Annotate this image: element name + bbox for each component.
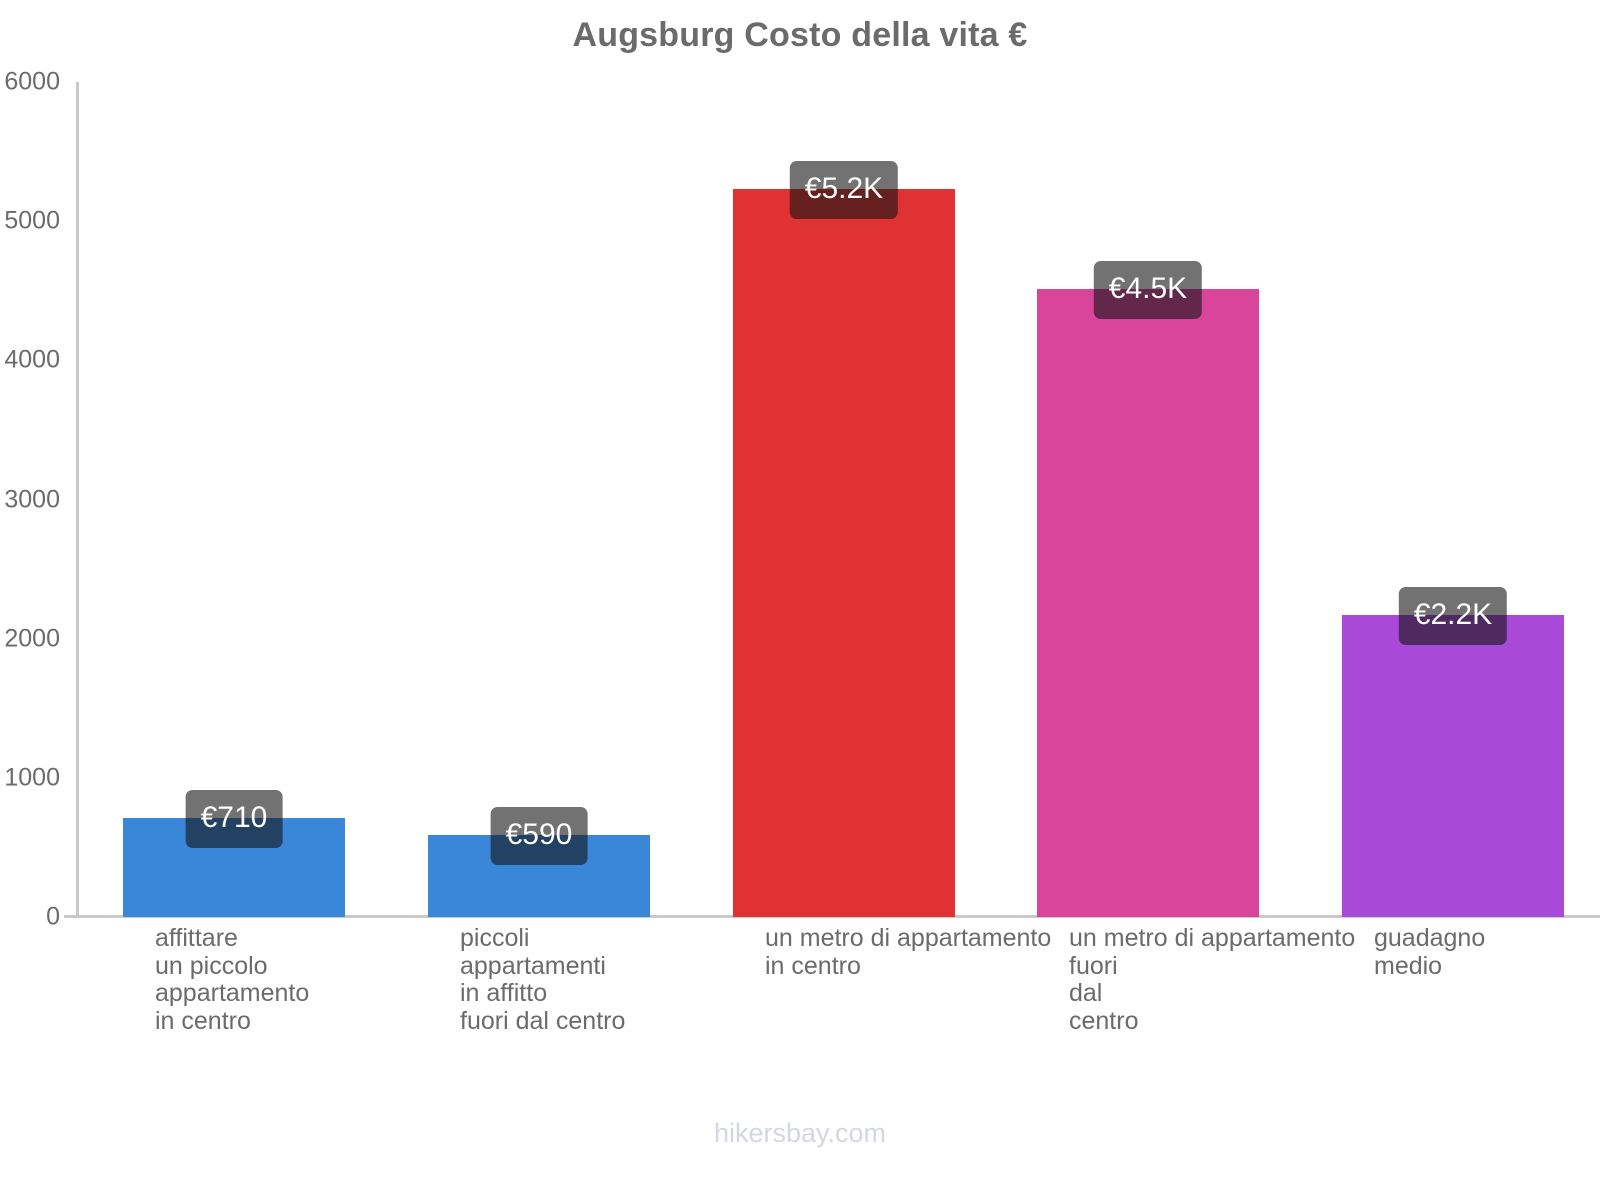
x-axis-category-label-line: un metro di appartamento — [1069, 924, 1356, 952]
y-axis-line — [76, 82, 79, 917]
bar[interactable]: €5.2K — [733, 161, 955, 917]
bar[interactable]: €710 — [123, 790, 345, 917]
y-axis-tick-label: 2000 — [4, 624, 60, 653]
x-axis-category-label-line: appartamenti — [460, 951, 606, 980]
y-axis-tick-label: 5000 — [4, 206, 60, 235]
x-axis-category-label: affittare un piccolo appartamento in centro — [155, 924, 310, 1035]
chart-title: Augsburg Costo della vita € — [572, 16, 1028, 54]
bar-value-label: €5.2K — [789, 161, 899, 220]
bar-value-label: €4.5K — [1093, 261, 1203, 320]
bar-value-label: €590 — [490, 806, 588, 865]
x-axis-category-label-line: in centro — [155, 1006, 251, 1035]
x-axis-category-label: un metro di appartamento in centro — [765, 924, 1052, 980]
y-axis-tick-label: 0 — [46, 902, 60, 931]
x-axis-category-label-line: piccoli — [460, 924, 530, 952]
bar[interactable]: €590 — [428, 806, 650, 917]
x-axis-category-label-line: affittare — [155, 924, 238, 952]
bar[interactable]: €2.2K — [1342, 587, 1564, 917]
y-axis-tick-label: 4000 — [4, 345, 60, 374]
watermark: hikersbay.com — [713, 1118, 887, 1148]
y-axis-tick-label: 6000 — [4, 67, 60, 96]
y-axis-tick-label: 3000 — [4, 485, 60, 513]
x-axis-category-label-line: un piccolo — [155, 951, 268, 980]
x-axis-category-label-line: medio — [1374, 951, 1443, 980]
x-axis-category-label-line: fuori dal centro — [460, 1006, 626, 1035]
bar[interactable]: €4.5K — [1037, 261, 1259, 917]
y-axis-tick-label: 1000 — [4, 763, 60, 792]
x-axis-category-label-line: centro — [1069, 1006, 1139, 1035]
x-axis-category-label-line: un metro di appartamento — [765, 924, 1052, 952]
plot-area: 0 1000 2000 3000 4000 5000 6000 €710 €590 €5.2K €4… — [4, 68, 1600, 931]
x-axis-category-labels: affittare un piccolo appartamento in centro… — [76, 924, 1600, 1055]
x-axis-category-label-line: dal — [1069, 979, 1103, 1007]
x-axis-category-label: guadagno medio — [1374, 924, 1486, 980]
x-axis-category-label: piccoli appartamenti in affitto fuori dal c… — [460, 924, 626, 1035]
x-axis-category-label-line: guadagno — [1374, 924, 1486, 952]
bar-value-label: €2.2K — [1398, 587, 1508, 646]
x-axis-category-label-line: in affitto — [460, 979, 548, 1007]
x-axis-category-label-line: appartamento — [155, 979, 310, 1007]
x-axis-category-label-line: in centro — [765, 951, 861, 980]
bar-value-label: €710 — [185, 790, 283, 849]
x-axis-category-label-line: fuori — [1069, 951, 1118, 980]
x-axis-category-label: un metro di appartamento fuori dal centro — [1069, 924, 1356, 1035]
